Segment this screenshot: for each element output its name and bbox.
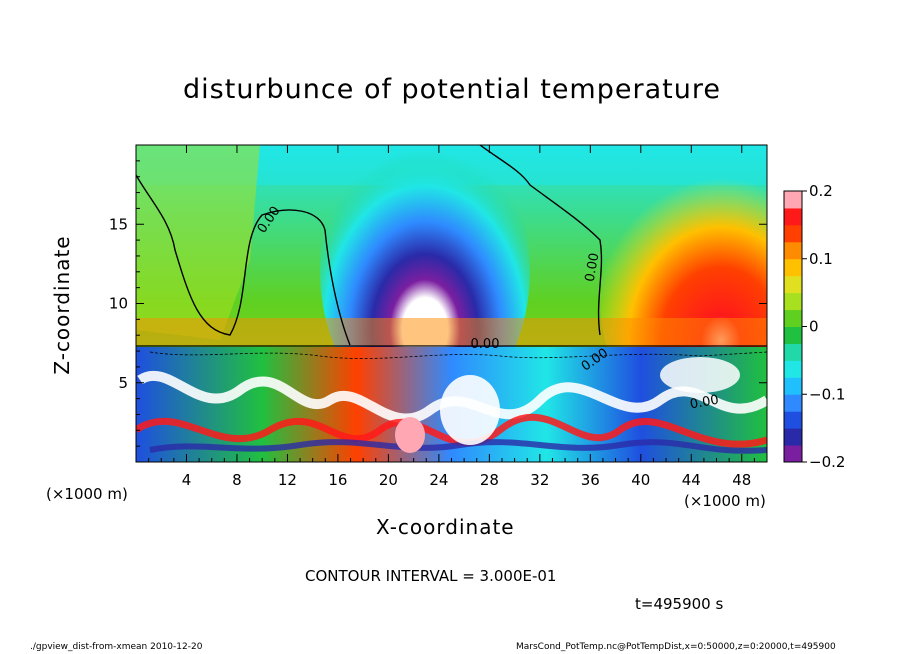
x-axis-label: X-coordinate (376, 515, 515, 539)
colorbar-label: −0.2 (809, 453, 845, 471)
contour-label: 0.00 (583, 252, 603, 283)
y-tick-label: 10 (109, 295, 128, 313)
y-tick-label: 5 (118, 374, 128, 392)
x-unit-label-right: (×1000 m) (684, 492, 766, 510)
x-tick-label: 8 (232, 471, 242, 489)
contour-label: 0.00 (471, 337, 500, 352)
contour-label: 0.00 (689, 393, 720, 413)
colorbar-swatch (784, 428, 802, 446)
x-tick-label: 16 (328, 471, 347, 489)
colorbar-swatch (784, 411, 802, 429)
colorbar-swatch (784, 191, 802, 209)
colorbar-labels: 0.2 0.1 0 −0.1 −0.2 (802, 182, 845, 471)
colorbar (783, 190, 803, 463)
colorbar-swatch (784, 224, 802, 243)
colorbar-swatch (784, 326, 802, 344)
colorbar-swatch (784, 309, 802, 327)
x-tick-label: 12 (278, 471, 297, 489)
y-tick-label: 15 (109, 215, 128, 233)
x-unit-label-left: (×1000 m) (46, 485, 128, 503)
footer-data-source: MarsCond_PotTemp.nc@PotTempDist,x=0:5000… (516, 642, 836, 652)
colorbar-swatch (784, 445, 802, 463)
colorbar-swatch (784, 292, 802, 311)
x-tick-label: 24 (429, 471, 448, 489)
colorbar-swatch (784, 258, 802, 277)
colorbar-swatch (784, 377, 802, 395)
x-tick-label: 40 (631, 471, 650, 489)
field-image (136, 145, 767, 462)
colorbar-label: 0.2 (809, 182, 833, 200)
x-tick-label: 4 (182, 471, 192, 489)
time-label: t=495900 s (635, 595, 724, 613)
colorbar-swatch (784, 394, 802, 412)
colorbar-swatch (784, 360, 802, 378)
x-tick-label: 44 (682, 471, 701, 489)
y-axis-ticks: 5 10 15 (109, 160, 767, 447)
colorbar-swatch (784, 275, 802, 294)
contour-interval-note: CONTOUR INTERVAL = 3.000E-01 (305, 567, 557, 585)
x-tick-label: 32 (530, 471, 549, 489)
x-tick-label: 20 (379, 471, 398, 489)
x-tick-label: 48 (732, 471, 751, 489)
footer-script-name: ./gpview_dist-from-xmean 2010-12-20 (30, 642, 203, 652)
colorbar-label: 0 (809, 318, 819, 336)
x-tick-label: 28 (480, 471, 499, 489)
colorbar-swatch (784, 343, 802, 361)
x-tick-label: 36 (581, 471, 600, 489)
x-axis-ticks: 4 8 12 16 20 24 28 32 36 40 44 48 (148, 145, 755, 489)
colorbar-label: 0.1 (809, 250, 833, 268)
chart-title: disturbunce of potential temperature (183, 74, 721, 105)
colorbar-swatch (784, 241, 802, 260)
colorbar-label: −0.1 (809, 385, 845, 403)
colorbar-swatch (784, 207, 802, 226)
